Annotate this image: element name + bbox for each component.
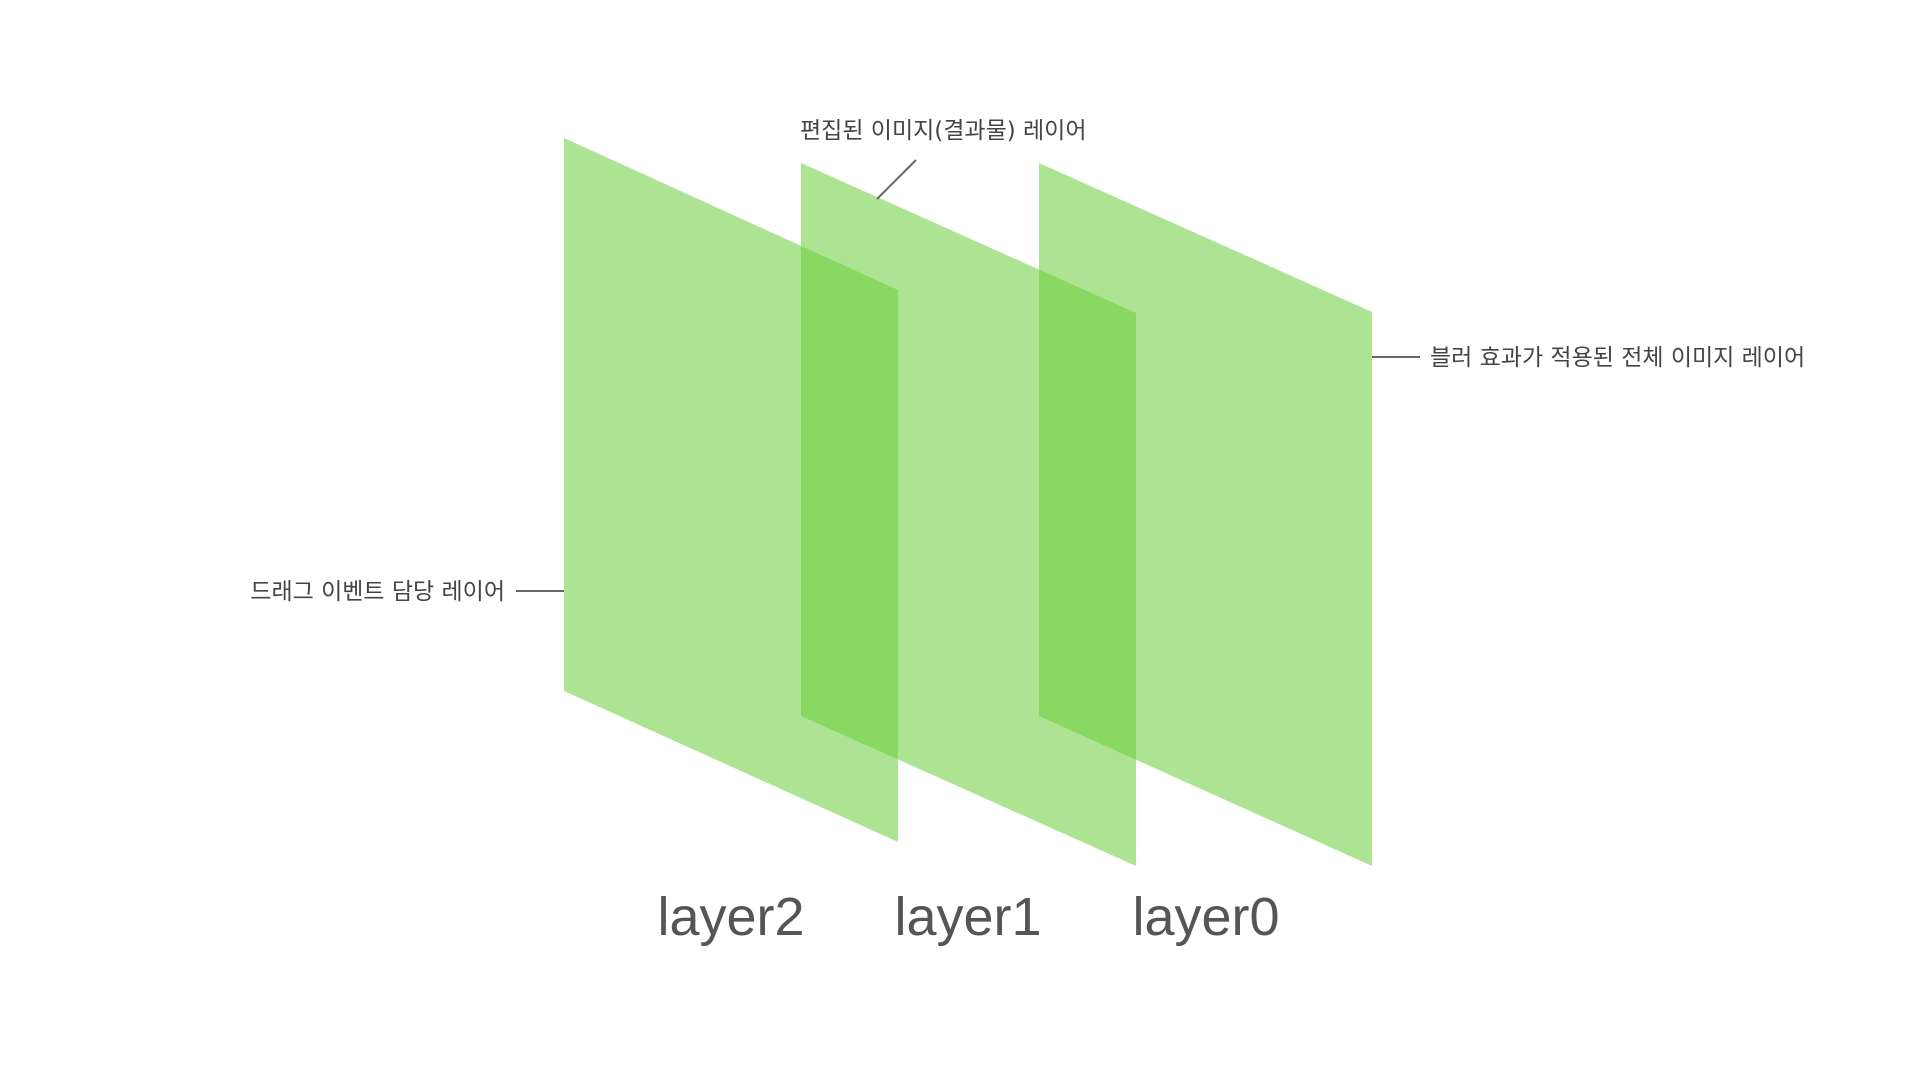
top-annotation: 편집된 이미지(결과물) 레이어 [800, 118, 1087, 144]
layer1-label: layer1 [894, 887, 1041, 947]
right-annotation: 블러 효과가 적용된 전체 이미지 레이어 [1430, 345, 1805, 371]
left-annotation: 드래그 이벤트 담당 레이어 [250, 579, 505, 605]
layer0-label: layer0 [1132, 887, 1279, 947]
layer2-label: layer2 [657, 887, 804, 947]
top-annotation-leader [877, 160, 916, 199]
